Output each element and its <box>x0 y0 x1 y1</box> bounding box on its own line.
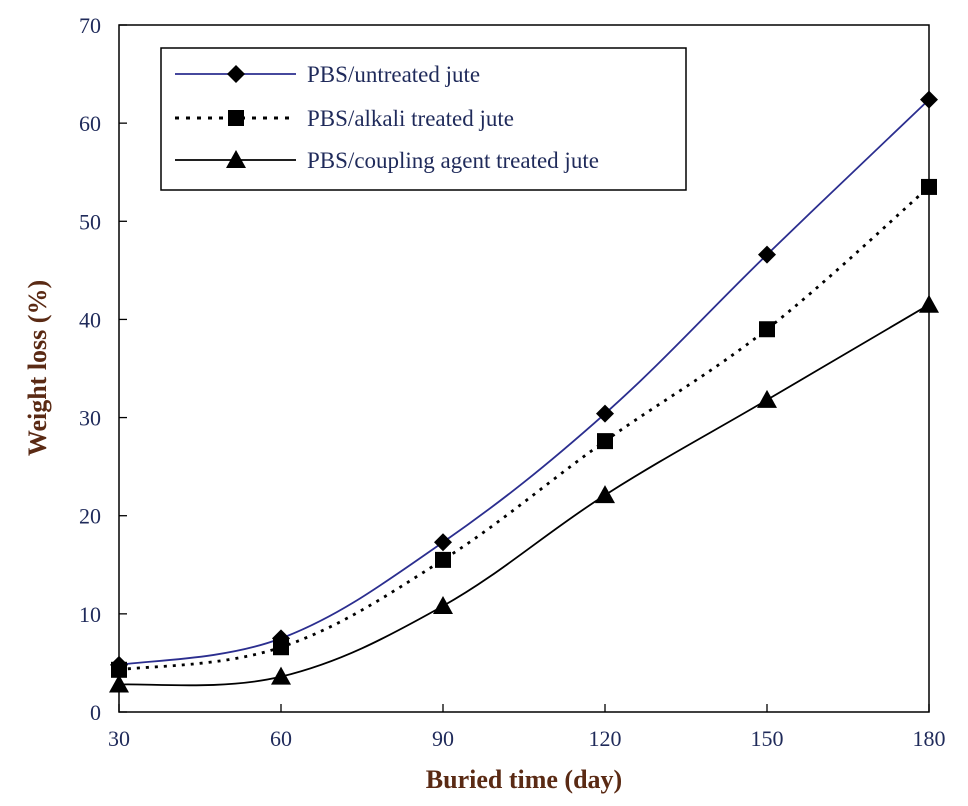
x-tick-label: 150 <box>751 726 784 751</box>
data-point-diamond <box>596 404 614 423</box>
y-tick-label: 60 <box>79 111 101 136</box>
data-point-square <box>111 661 127 678</box>
legend-marker-square <box>228 110 244 126</box>
x-tick-label: 90 <box>432 726 454 751</box>
legend-marker-triangle <box>226 150 246 168</box>
data-point-diamond <box>758 245 776 264</box>
legend-marker-diamond <box>227 65 245 83</box>
y-tick-label: 50 <box>79 209 101 234</box>
x-tick-label: 30 <box>108 726 130 751</box>
legend: PBS/untreated jute PBS/alkali treated jut… <box>160 47 687 191</box>
data-point-triangle <box>433 596 453 615</box>
data-point-square <box>759 321 775 338</box>
series-line-2 <box>118 303 930 687</box>
x-tick-label: 180 <box>913 726 946 751</box>
y-tick-label: 20 <box>79 504 101 529</box>
legend-box <box>160 47 687 191</box>
series-1 <box>111 178 937 678</box>
y-axis-title: Weight loss (%) <box>23 280 52 456</box>
y-tick-label: 0 <box>90 700 101 725</box>
legend-label: PBS/coupling agent treated jute <box>307 148 599 173</box>
data-point-triangle <box>595 485 615 504</box>
data-point-diamond <box>920 90 938 109</box>
data-point-square <box>597 433 613 450</box>
series-2 <box>109 294 939 693</box>
data-point-square <box>921 178 937 195</box>
legend-label: PBS/alkali treated jute <box>307 106 514 131</box>
plot-area-frame <box>118 24 930 713</box>
data-point-triangle <box>919 294 939 313</box>
y-tick-label: 10 <box>79 602 101 627</box>
data-point-square <box>435 551 451 568</box>
data-point-triangle <box>109 674 129 693</box>
y-tick-label: 70 <box>79 13 101 38</box>
series-line-1 <box>118 185 930 672</box>
data-point-triangle <box>271 666 291 685</box>
legend-label: PBS/untreated jute <box>307 62 480 87</box>
x-tick-label: 60 <box>270 726 292 751</box>
y-tick-label: 30 <box>79 406 101 431</box>
data-point-diamond <box>434 533 452 552</box>
data-point-square <box>273 639 289 656</box>
data-point-triangle <box>757 389 777 408</box>
x-axis-title: Buried time (day) <box>426 765 622 794</box>
x-tick-label: 120 <box>589 726 622 751</box>
y-tick-label: 40 <box>79 307 101 332</box>
